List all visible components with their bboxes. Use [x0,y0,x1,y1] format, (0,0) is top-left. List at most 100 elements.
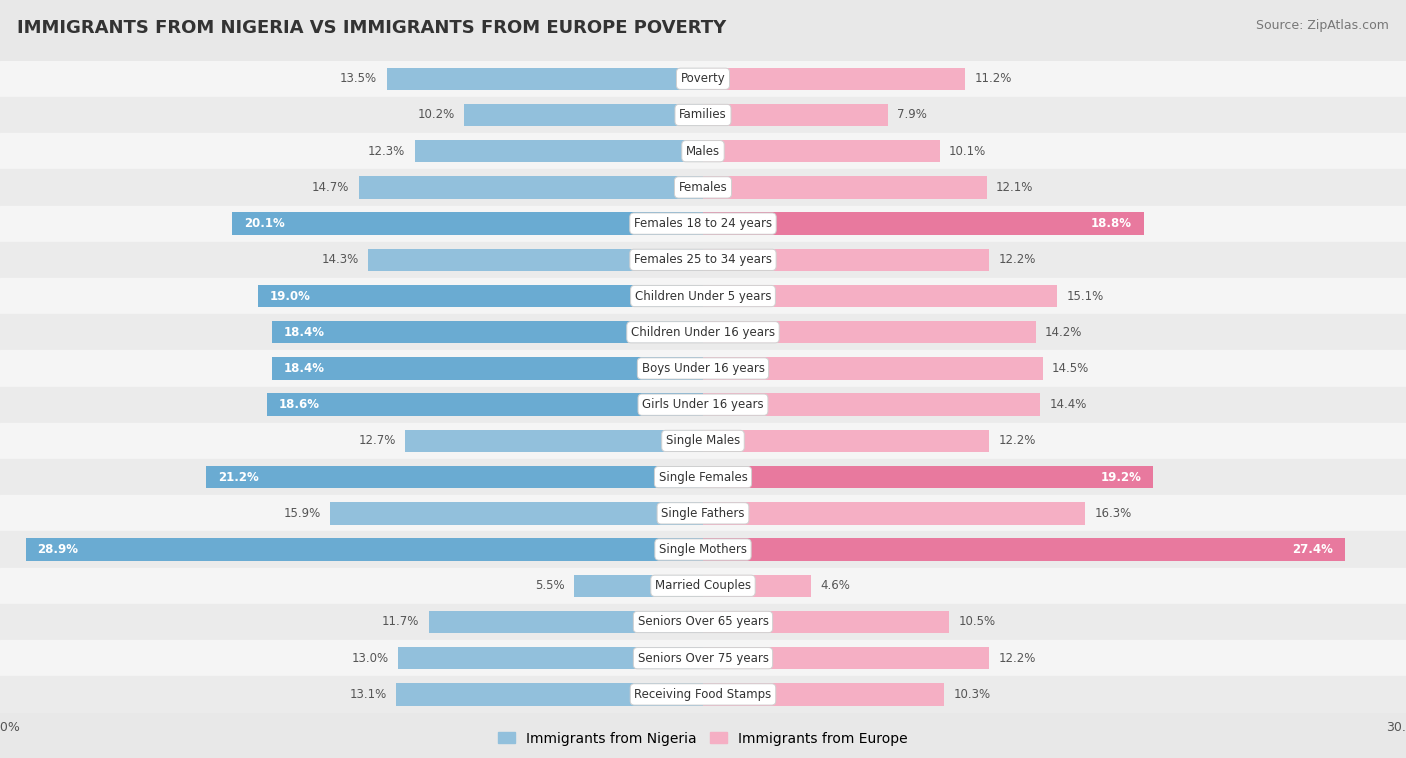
Text: 10.5%: 10.5% [959,615,995,628]
Text: 15.9%: 15.9% [284,507,321,520]
Text: 12.7%: 12.7% [359,434,396,447]
Text: 5.5%: 5.5% [536,579,565,592]
Bar [257,285,703,307]
Text: 20.1%: 20.1% [243,217,284,230]
Bar [267,393,703,416]
Text: 18.4%: 18.4% [284,326,325,339]
Bar [703,357,1043,380]
Bar [330,502,703,525]
Text: 13.5%: 13.5% [340,72,377,85]
Bar [0,350,1406,387]
Text: 18.4%: 18.4% [284,362,325,375]
Text: Females 25 to 34 years: Females 25 to 34 years [634,253,772,266]
Bar [703,538,1346,561]
Text: Boys Under 16 years: Boys Under 16 years [641,362,765,375]
Bar [398,647,703,669]
Text: 19.2%: 19.2% [1101,471,1142,484]
Text: 21.2%: 21.2% [218,471,259,484]
Text: Girls Under 16 years: Girls Under 16 years [643,398,763,411]
Bar [429,611,703,633]
Bar [0,531,1406,568]
Bar [271,357,703,380]
Text: 19.0%: 19.0% [270,290,311,302]
Text: 13.1%: 13.1% [350,688,387,701]
Text: 11.7%: 11.7% [382,615,419,628]
Text: Source: ZipAtlas.com: Source: ZipAtlas.com [1256,19,1389,32]
Text: Receiving Food Stamps: Receiving Food Stamps [634,688,772,701]
Text: 27.4%: 27.4% [1292,543,1333,556]
Text: 12.1%: 12.1% [995,181,1033,194]
Text: 10.2%: 10.2% [418,108,454,121]
Bar [703,104,889,126]
Text: 14.7%: 14.7% [312,181,349,194]
Text: Families: Families [679,108,727,121]
Text: Single Fathers: Single Fathers [661,507,745,520]
Text: Children Under 16 years: Children Under 16 years [631,326,775,339]
Text: Single Females: Single Females [658,471,748,484]
Bar [359,176,703,199]
Bar [0,459,1406,495]
Text: 14.4%: 14.4% [1050,398,1087,411]
Text: 10.3%: 10.3% [953,688,991,701]
Bar [574,575,703,597]
Text: 14.5%: 14.5% [1052,362,1090,375]
Text: 16.3%: 16.3% [1094,507,1132,520]
Text: Married Couples: Married Couples [655,579,751,592]
Text: Children Under 5 years: Children Under 5 years [634,290,772,302]
Bar [0,387,1406,423]
Bar [0,568,1406,604]
Bar [0,640,1406,676]
Bar [703,212,1143,235]
Bar [405,430,703,452]
Bar [703,683,945,706]
Bar [0,242,1406,278]
Bar [703,502,1085,525]
Bar [415,140,703,162]
Bar [703,575,811,597]
Bar [0,133,1406,169]
Text: Seniors Over 75 years: Seniors Over 75 years [637,652,769,665]
Bar [703,285,1057,307]
Bar [703,647,988,669]
Bar [703,67,966,90]
Bar [0,423,1406,459]
Text: 12.2%: 12.2% [998,652,1036,665]
Bar [0,676,1406,713]
Bar [703,321,1036,343]
Bar [368,249,703,271]
Text: Single Males: Single Males [666,434,740,447]
Bar [396,683,703,706]
Bar [703,176,987,199]
Text: IMMIGRANTS FROM NIGERIA VS IMMIGRANTS FROM EUROPE POVERTY: IMMIGRANTS FROM NIGERIA VS IMMIGRANTS FR… [17,19,725,37]
Text: Single Mothers: Single Mothers [659,543,747,556]
Bar [703,249,988,271]
Text: 12.2%: 12.2% [998,253,1036,266]
Text: Males: Males [686,145,720,158]
Bar [271,321,703,343]
Text: 11.2%: 11.2% [974,72,1012,85]
Text: Females 18 to 24 years: Females 18 to 24 years [634,217,772,230]
Text: Poverty: Poverty [681,72,725,85]
Bar [703,611,949,633]
Text: 14.2%: 14.2% [1045,326,1083,339]
Text: Seniors Over 65 years: Seniors Over 65 years [637,615,769,628]
Text: 15.1%: 15.1% [1066,290,1104,302]
Text: 18.6%: 18.6% [278,398,319,411]
Bar [703,430,988,452]
Bar [25,538,703,561]
Bar [207,466,703,488]
Bar [232,212,703,235]
Bar [0,278,1406,314]
Text: 18.8%: 18.8% [1091,217,1132,230]
Text: 28.9%: 28.9% [38,543,79,556]
Bar [703,466,1153,488]
Text: 12.3%: 12.3% [368,145,405,158]
Bar [703,140,939,162]
Bar [464,104,703,126]
Text: 7.9%: 7.9% [897,108,928,121]
Text: 14.3%: 14.3% [322,253,359,266]
Bar [0,61,1406,97]
Legend: Immigrants from Nigeria, Immigrants from Europe: Immigrants from Nigeria, Immigrants from… [492,726,914,751]
Bar [703,393,1040,416]
Text: Females: Females [679,181,727,194]
